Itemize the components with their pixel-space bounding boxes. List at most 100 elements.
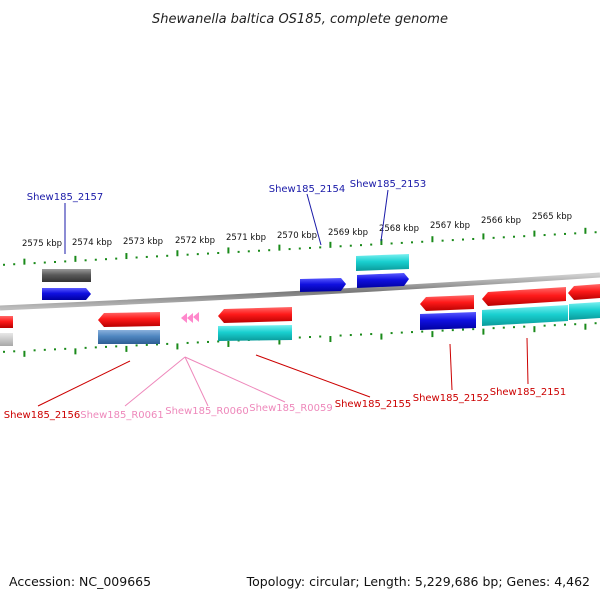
minor-tick [309, 336, 311, 339]
minor-tick [339, 245, 342, 248]
gene-label[interactable]: Shew185_2157 [27, 192, 104, 203]
minor-tick [135, 256, 138, 259]
major-tick [482, 328, 485, 335]
feature-light[interactable] [0, 333, 13, 346]
minor-tick [441, 239, 444, 242]
feature-blue-arrow[interactable] [300, 278, 346, 292]
minor-tick [247, 250, 250, 253]
gene-label[interactable]: Shew185_R0059 [249, 403, 333, 414]
minor-tick [3, 350, 5, 353]
minor-tick [166, 342, 169, 345]
feature-blue-arrow[interactable] [357, 273, 409, 288]
major-tick [23, 350, 26, 357]
feature-blue[interactable] [420, 312, 476, 330]
feature-steel[interactable] [98, 330, 160, 344]
minor-tick [94, 346, 97, 349]
outer-tick-track [3, 227, 597, 266]
major-tick [125, 253, 128, 260]
major-tick [380, 333, 383, 340]
feature-gray[interactable] [42, 269, 91, 282]
kbp-label: 2566 kbp [481, 216, 521, 226]
major-tick [23, 258, 26, 265]
feature-cyan[interactable] [356, 254, 409, 271]
minor-tick [513, 326, 515, 329]
major-tick [278, 244, 281, 251]
feature-cyan[interactable] [482, 305, 568, 326]
connector-2153 [380, 189, 389, 242]
minor-tick [543, 234, 546, 237]
feature-red-arrow[interactable] [568, 284, 600, 300]
gene-label[interactable]: Shew185_2155 [335, 399, 412, 410]
label-connectors [37, 189, 529, 407]
minor-tick [400, 241, 403, 244]
minor-tick [217, 251, 220, 254]
minor-tick [196, 253, 199, 256]
major-tick [431, 331, 434, 338]
minor-tick [513, 235, 515, 238]
feature-red-arrow[interactable] [420, 295, 474, 311]
gene-label[interactable]: Shew185_2154 [269, 184, 346, 195]
major-tick [227, 340, 230, 347]
minor-tick [207, 340, 209, 343]
major-tick [533, 230, 536, 237]
minor-tick [543, 324, 546, 327]
minor-tick [156, 255, 158, 258]
minor-tick [298, 336, 301, 339]
minor-tick [411, 331, 413, 334]
kbp-label: 2568 kbp [379, 224, 419, 234]
genome-backbone [0, 272, 600, 311]
feature-cyan[interactable] [569, 302, 600, 320]
connector-2154 [306, 193, 322, 246]
gene-label[interactable]: Shew185_R0060 [165, 406, 249, 417]
minor-tick [288, 248, 291, 251]
minor-tick [186, 253, 189, 256]
minor-tick [319, 335, 322, 338]
minor-tick [196, 341, 199, 344]
major-tick [74, 255, 77, 262]
minor-tick [217, 340, 220, 343]
rna-arrow-icon [181, 313, 187, 323]
minor-tick [298, 247, 301, 250]
minor-tick [523, 325, 526, 328]
kbp-label: 2573 kbp [123, 237, 163, 247]
major-tick [329, 336, 332, 343]
minor-tick [594, 322, 597, 325]
feature-cyan[interactable] [218, 325, 292, 341]
major-tick [482, 233, 485, 240]
connector-2155 [255, 354, 371, 398]
minor-tick [492, 327, 495, 330]
minor-tick [105, 258, 107, 261]
major-tick [227, 247, 230, 254]
minor-tick [390, 242, 393, 245]
gene-label[interactable]: Shew185_2156 [4, 410, 81, 421]
minor-tick [156, 343, 158, 346]
major-tick [380, 239, 383, 246]
minor-tick [462, 238, 464, 241]
minor-tick [564, 232, 566, 235]
minor-tick [462, 328, 464, 331]
minor-tick [502, 236, 505, 239]
feature-red-arrow[interactable] [0, 316, 13, 328]
kbp-label: 2574 kbp [72, 238, 112, 248]
gene-label[interactable]: Shew185_2151 [490, 387, 567, 398]
feature-blue-arrow[interactable] [42, 288, 91, 300]
kbp-label: 2572 kbp [175, 236, 215, 246]
minor-tick [115, 257, 118, 260]
rna-arrows[interactable] [181, 312, 199, 323]
minor-tick [451, 239, 454, 242]
minor-tick [43, 261, 46, 264]
feature-red-arrow[interactable] [482, 287, 566, 306]
accession-text: Accession: NC_009665 [9, 574, 151, 589]
inner-tick-track [3, 322, 597, 357]
feature-red-arrow[interactable] [218, 307, 292, 323]
major-tick [431, 236, 434, 243]
gene-label[interactable]: Shew185_R0061 [80, 410, 164, 421]
minor-tick [145, 343, 148, 346]
gene-label[interactable]: Shew185_2152 [413, 393, 490, 404]
connector-2151 [526, 337, 529, 385]
feature-red-arrow[interactable] [98, 312, 160, 327]
minor-tick [145, 255, 148, 258]
connector-2156 [37, 360, 131, 407]
connector-R0059 [184, 356, 286, 403]
gene-label[interactable]: Shew185_2153 [350, 179, 427, 190]
